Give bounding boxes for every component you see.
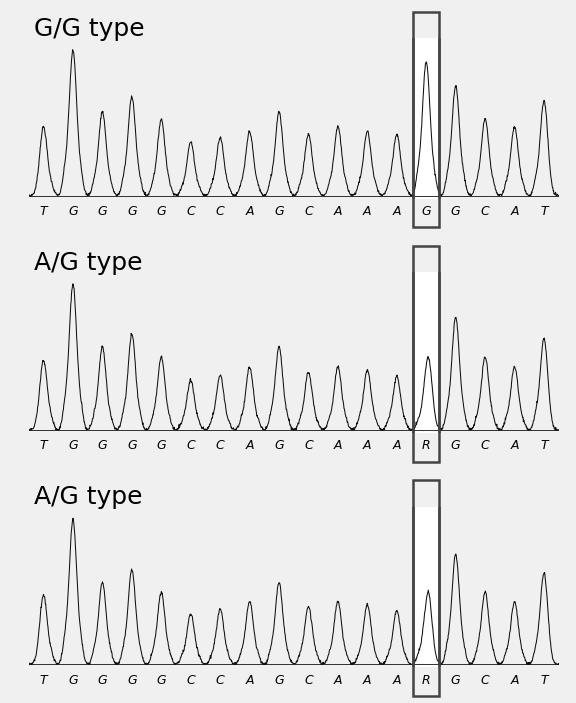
Bar	[413, 27, 439, 203]
Text: A: A	[334, 205, 342, 218]
Text: G: G	[422, 205, 431, 218]
Text: C: C	[187, 205, 195, 218]
Bar	[413, 262, 439, 437]
Text: C: C	[216, 673, 225, 687]
Text: A: A	[334, 439, 342, 453]
Text: C: C	[216, 439, 225, 453]
Text: T: T	[40, 439, 47, 453]
Bar	[413, 496, 439, 672]
Text: A: A	[245, 673, 254, 687]
Text: G: G	[97, 205, 107, 218]
Text: A: A	[245, 439, 254, 453]
Text: T: T	[40, 205, 47, 218]
Text: A: A	[393, 205, 401, 218]
Text: T: T	[40, 673, 47, 687]
Text: R: R	[422, 673, 430, 687]
Text: G: G	[127, 205, 137, 218]
Text: R: R	[422, 439, 430, 453]
Text: C: C	[481, 673, 490, 687]
Text: A/G type: A/G type	[34, 485, 143, 509]
Text: A: A	[393, 673, 401, 687]
Text: G: G	[451, 439, 460, 453]
Text: G: G	[274, 205, 284, 218]
Text: G: G	[157, 439, 166, 453]
Text: G: G	[68, 673, 78, 687]
Text: G: G	[274, 673, 284, 687]
Text: G: G	[157, 673, 166, 687]
Text: T: T	[540, 673, 548, 687]
Text: T: T	[540, 439, 548, 453]
Text: A: A	[510, 205, 519, 218]
Text: G: G	[68, 439, 78, 453]
Text: A/G type: A/G type	[34, 251, 143, 275]
Text: A: A	[334, 673, 342, 687]
Text: C: C	[304, 673, 313, 687]
Text: C: C	[187, 439, 195, 453]
Text: G: G	[97, 439, 107, 453]
Text: C: C	[187, 673, 195, 687]
Text: A: A	[363, 439, 372, 453]
Text: A: A	[393, 439, 401, 453]
Text: G: G	[274, 439, 284, 453]
Text: G/G type: G/G type	[34, 17, 145, 41]
Text: G: G	[127, 439, 137, 453]
Text: A: A	[245, 205, 254, 218]
Text: G: G	[451, 673, 460, 687]
Text: G: G	[68, 205, 78, 218]
Text: C: C	[304, 205, 313, 218]
Text: T: T	[540, 205, 548, 218]
Text: C: C	[216, 205, 225, 218]
Text: A: A	[363, 673, 372, 687]
Text: G: G	[97, 673, 107, 687]
Text: A: A	[510, 673, 519, 687]
Text: A: A	[363, 205, 372, 218]
Text: C: C	[304, 439, 313, 453]
Text: C: C	[481, 205, 490, 218]
Text: G: G	[127, 673, 137, 687]
Text: A: A	[510, 439, 519, 453]
Text: G: G	[451, 205, 460, 218]
Text: G: G	[157, 205, 166, 218]
Text: C: C	[481, 439, 490, 453]
